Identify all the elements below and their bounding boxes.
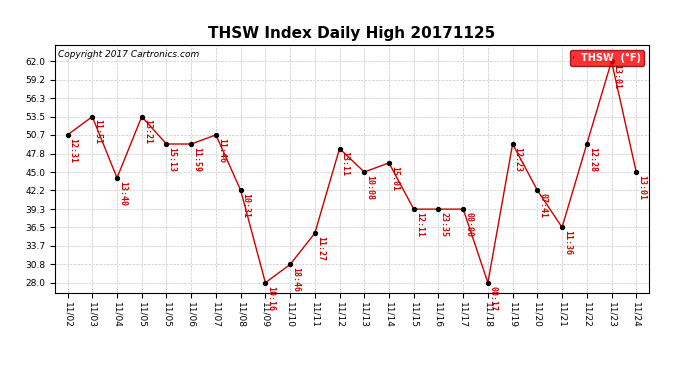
Text: 10:31: 10:31 [241, 193, 250, 218]
Text: 12:28: 12:28 [588, 147, 597, 172]
Text: 12:23: 12:23 [513, 147, 522, 172]
Text: 11:46: 11:46 [217, 138, 226, 163]
Text: 11:27: 11:27 [316, 236, 325, 261]
Point [507, 141, 518, 147]
Text: 11:36: 11:36 [563, 230, 572, 255]
Legend: THSW  (°F): THSW (°F) [570, 50, 644, 66]
Text: 13:01: 13:01 [638, 175, 647, 200]
Text: 15:13: 15:13 [168, 147, 177, 172]
Text: 12:11: 12:11 [415, 212, 424, 237]
Point [457, 206, 469, 212]
Text: 18:46: 18:46 [291, 267, 300, 292]
Text: 23:35: 23:35 [440, 212, 449, 237]
Text: 12:31: 12:31 [68, 138, 77, 163]
Point [433, 206, 444, 212]
Point [235, 187, 246, 193]
Point [186, 141, 197, 147]
Point [210, 132, 221, 138]
Point [581, 141, 592, 147]
Point [631, 169, 642, 175]
Point [408, 206, 420, 212]
Point [482, 280, 493, 286]
Point [260, 280, 271, 286]
Text: 13:40: 13:40 [118, 181, 127, 206]
Point [532, 187, 543, 193]
Text: 10:16: 10:16 [266, 285, 275, 310]
Text: 11:51: 11:51 [93, 119, 102, 144]
Text: 00:17: 00:17 [489, 285, 498, 310]
Point [309, 230, 320, 236]
Point [557, 224, 568, 230]
Point [334, 146, 345, 152]
Point [384, 160, 395, 166]
Text: 00:00: 00:00 [464, 212, 473, 237]
Text: 13:01: 13:01 [613, 64, 622, 89]
Point [161, 141, 172, 147]
Point [136, 114, 147, 120]
Text: 10:08: 10:08 [365, 175, 374, 200]
Text: 07:41: 07:41 [538, 193, 547, 218]
Text: 13:21: 13:21 [143, 119, 152, 144]
Title: THSW Index Daily High 20171125: THSW Index Daily High 20171125 [208, 26, 495, 41]
Point [112, 175, 123, 181]
Text: Copyright 2017 Cartronics.com: Copyright 2017 Cartronics.com [58, 50, 199, 59]
Text: 11:59: 11:59 [193, 147, 201, 172]
Text: 13:11: 13:11 [341, 152, 350, 176]
Point [284, 261, 295, 267]
Point [62, 132, 73, 138]
Point [87, 114, 98, 120]
Point [606, 58, 617, 64]
Point [359, 169, 370, 175]
Text: 15:01: 15:01 [390, 166, 399, 190]
